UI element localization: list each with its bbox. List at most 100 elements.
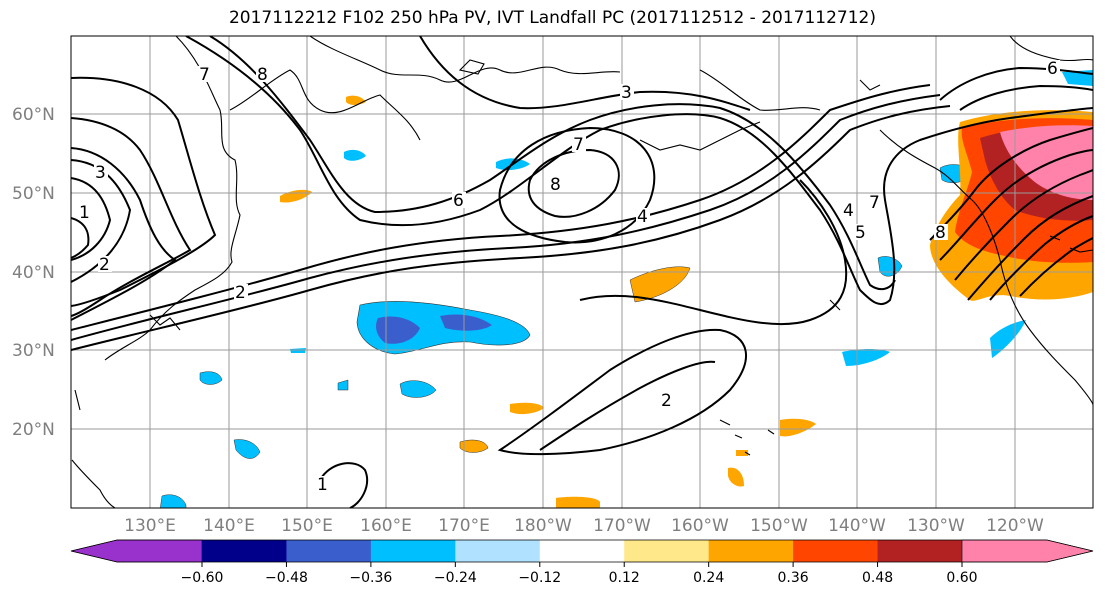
graticule <box>71 36 1093 508</box>
neg-anomaly-region <box>399 380 437 398</box>
pv-contour <box>71 177 112 261</box>
na-west-coast <box>879 129 1093 406</box>
philippines <box>71 389 116 508</box>
neg-anomaly-region <box>160 494 187 508</box>
pv-contour <box>498 126 656 244</box>
lon-label: 160°E <box>360 516 412 536</box>
contour-label: 2 <box>99 255 110 275</box>
pv-contour <box>527 148 620 218</box>
pv-contour <box>967 195 1093 301</box>
neg-anomaly-core <box>376 316 420 344</box>
pv-contour <box>71 76 217 307</box>
colorbar-tick-label: −0.60 <box>181 570 224 586</box>
contour-labels: 7 8 3 2 6 7 8 4 2 2 1 4 5 8 <box>78 59 1060 495</box>
contour-label: 8 <box>550 175 561 195</box>
neg-anomaly-region <box>199 371 223 385</box>
pv-contour <box>959 84 1093 111</box>
neg-anomaly-region <box>233 439 261 459</box>
pv-contour <box>939 66 1093 101</box>
colorbar-tick-label: −0.36 <box>349 570 392 586</box>
neg-anomaly-region <box>990 320 1026 358</box>
pv-contour <box>579 179 848 326</box>
contour-label: 4 <box>843 201 854 221</box>
colorbar-tick-label: −0.12 <box>518 570 561 586</box>
pos-anomaly-core <box>1000 125 1093 200</box>
colorbar-segment <box>708 540 794 562</box>
contour-label: 2 <box>235 283 246 303</box>
pv-contour <box>209 36 896 291</box>
contour-label: 5 <box>855 223 866 243</box>
neg-anomaly-region <box>344 149 366 161</box>
colorbar-extend-high <box>961 539 1094 563</box>
colorbar-tick-label: −0.48 <box>265 570 308 586</box>
pv-contour <box>71 217 90 259</box>
lon-label: 170°E <box>438 516 490 536</box>
alaska-coast <box>699 69 821 111</box>
pv-contour <box>71 117 192 317</box>
lon-label: 130°W <box>907 516 965 536</box>
lon-label: 130°E <box>124 516 176 536</box>
colorbar-tick-label: −0.24 <box>434 570 477 586</box>
ivt-shading <box>160 70 1093 508</box>
colorbar-segment <box>286 540 372 562</box>
colorbar-tick-label: 0.48 <box>862 570 893 586</box>
lon-label: 120°W <box>986 516 1044 536</box>
colorbar: −0.60 −0.48 −0.36 −0.24 −0.12 0.12 0.24 0.36 0.4… <box>70 539 1094 586</box>
pos-anomaly-region <box>1064 276 1093 292</box>
contour-label: 7 <box>869 193 880 213</box>
pv-contour <box>419 36 751 111</box>
pv-contour <box>319 462 369 508</box>
pos-anomaly-region <box>780 418 816 437</box>
contour-label: 2 <box>661 391 672 411</box>
contour-label: 1 <box>317 475 328 495</box>
contour-label: 3 <box>621 83 632 103</box>
lat-label: 40°N <box>12 263 55 283</box>
colorbar-segment <box>624 540 710 562</box>
pv-contour <box>71 84 931 331</box>
colorbar-tick-label: 0.36 <box>778 570 809 586</box>
contour-label: 8 <box>935 223 946 243</box>
pv-contour <box>954 169 1093 281</box>
pv-contour <box>929 127 1093 241</box>
hawaii <box>719 419 775 456</box>
lon-label: 160°W <box>671 516 729 536</box>
pv-contour <box>71 147 177 321</box>
colorbar-extend-low <box>70 539 203 563</box>
map-frame <box>70 35 1094 509</box>
pv-contour <box>497 328 747 456</box>
contour-label: 6 <box>1047 59 1058 79</box>
contour-label: 4 <box>637 207 648 227</box>
colorbar-tick-label: 0.24 <box>693 570 724 586</box>
contour-label: 8 <box>257 65 268 85</box>
pv-contour <box>989 215 1093 301</box>
lon-label: 180°W <box>514 516 572 536</box>
contour-label: 7 <box>199 65 210 85</box>
colorbar-segment <box>877 540 963 562</box>
contour-label: 7 <box>573 135 584 155</box>
colorbar-segment <box>455 540 541 562</box>
contour-label: 3 <box>95 163 106 183</box>
neg-anomaly-core <box>440 314 492 331</box>
pos-anomaly-region <box>556 496 600 508</box>
pv-contours <box>71 36 1093 508</box>
map-title: 2017112212 F102 250 hPa PV, IVT Landfall… <box>228 8 876 28</box>
lat-label: 20°N <box>12 420 55 440</box>
pv-contour <box>1019 237 1093 297</box>
colorbar-tick-label: 0.60 <box>946 570 977 586</box>
lat-label: 60°N <box>12 105 55 125</box>
pv-contour <box>939 149 1093 261</box>
colorbar-tick-label: 0.12 <box>609 570 640 586</box>
longitude-labels: 130°E 140°E 150°E 160°E 170°E 180°W 170°… <box>124 516 1044 536</box>
lat-label: 30°N <box>12 341 55 361</box>
neg-anomaly-region <box>842 349 890 366</box>
island <box>458 59 485 75</box>
lon-label: 170°W <box>593 516 651 536</box>
neg-anomaly-region <box>877 256 903 277</box>
colorbar-segment <box>539 540 625 562</box>
colorbar-segment <box>370 540 456 562</box>
pos-anomaly-region <box>736 450 748 456</box>
pv-contour <box>185 36 1093 306</box>
aleutian-chain <box>639 121 761 151</box>
contour-label: 1 <box>79 203 90 223</box>
